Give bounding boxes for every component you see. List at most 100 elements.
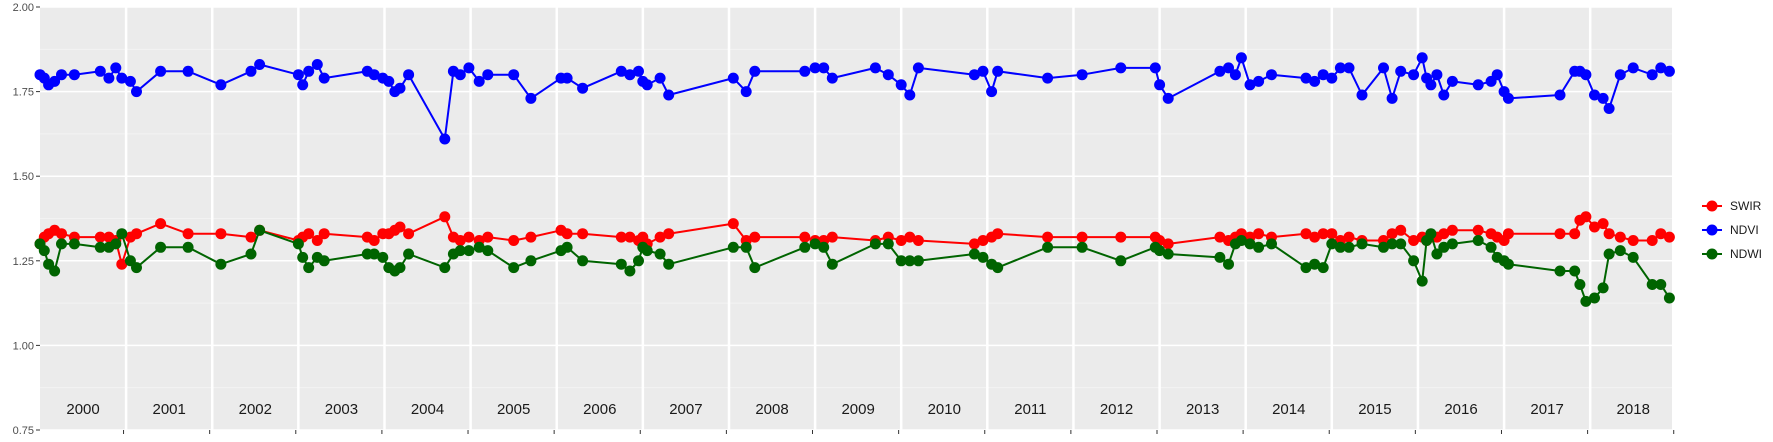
data-point [1395, 65, 1407, 77]
data-point [1115, 231, 1127, 243]
data-point [1663, 65, 1675, 77]
data-point [615, 258, 627, 270]
data-point [155, 241, 167, 253]
data-point [1395, 238, 1407, 250]
data-point [992, 65, 1004, 77]
data-point [1627, 251, 1639, 263]
data-point [615, 231, 627, 243]
data-point [912, 62, 924, 74]
data-point [508, 262, 520, 274]
data-point [992, 228, 1004, 240]
data-point [1646, 279, 1658, 290]
data-point [1569, 228, 1581, 240]
data-point [1309, 231, 1321, 243]
year-label: 2014 [1272, 401, 1305, 418]
data-point [245, 65, 257, 77]
data-point [215, 228, 227, 240]
data-point [311, 59, 323, 70]
data-point [403, 248, 415, 260]
data-point [1386, 228, 1398, 240]
data-point [1472, 79, 1484, 91]
data-point [368, 248, 380, 260]
data-point [1446, 75, 1458, 87]
data-point [977, 251, 989, 263]
data-point [394, 82, 406, 94]
data-point [1446, 224, 1458, 236]
data-point [633, 65, 644, 77]
data-point [439, 262, 451, 274]
data-point [1154, 79, 1166, 91]
data-point [155, 218, 167, 230]
data-point [577, 228, 589, 240]
data-point [1580, 69, 1592, 81]
data-point [1438, 241, 1450, 253]
data-point [1589, 221, 1600, 233]
year-label: 2013 [1186, 401, 1219, 418]
data-point [303, 228, 315, 240]
data-point [1162, 248, 1174, 260]
data-point [1438, 89, 1450, 101]
data-point [727, 72, 739, 84]
data-point [482, 69, 494, 81]
year-label: 2007 [669, 401, 702, 418]
series-ndvi [34, 52, 1675, 145]
data-point [1655, 279, 1667, 290]
data-point [318, 255, 330, 267]
data-point [215, 258, 227, 270]
data-point [1472, 224, 1484, 236]
data-point [1214, 251, 1226, 263]
data-point [624, 69, 636, 81]
data-point [1554, 89, 1566, 101]
legend-label: NDVI [1730, 223, 1759, 237]
data-point [1076, 69, 1088, 81]
data-point [624, 231, 636, 243]
data-point [1317, 262, 1329, 274]
data-point [1502, 92, 1514, 104]
legend-key-point [1706, 248, 1718, 260]
data-point [663, 89, 675, 101]
data-point [482, 245, 494, 257]
data-point [1042, 241, 1054, 253]
data-point [1115, 62, 1127, 74]
data-point [799, 231, 811, 243]
data-point [809, 62, 821, 74]
data-point [182, 65, 194, 77]
data-point [654, 231, 666, 243]
data-point [131, 228, 142, 240]
data-point [318, 228, 330, 240]
data-point [1431, 69, 1443, 81]
data-point [1214, 231, 1226, 243]
data-point [1614, 245, 1626, 257]
data-point [740, 86, 752, 98]
data-point [904, 89, 916, 101]
data-point [508, 69, 520, 81]
data-point [56, 228, 67, 240]
data-point [1646, 235, 1658, 246]
data-point [1603, 103, 1615, 114]
legend: SWIR NDVI NDWI [1702, 199, 1762, 261]
data-point [1223, 258, 1234, 270]
data-point [561, 228, 573, 240]
data-point [654, 72, 666, 84]
data-point [525, 92, 537, 104]
data-point [297, 79, 309, 91]
data-point [292, 238, 304, 250]
data-point [68, 69, 80, 81]
data-point [1589, 89, 1600, 101]
data-point [394, 221, 406, 233]
year-label: 2006 [583, 401, 616, 418]
data-point [473, 241, 485, 253]
data-point [1386, 92, 1398, 104]
data-point [615, 65, 627, 77]
data-point [977, 65, 989, 77]
data-point [818, 62, 830, 74]
data-point [439, 211, 451, 223]
data-point [292, 69, 304, 81]
data-point [1317, 69, 1329, 81]
data-point [577, 82, 589, 94]
year-label: 2011 [1014, 401, 1046, 418]
data-point [968, 238, 980, 250]
data-point [1378, 62, 1389, 74]
data-point [727, 241, 739, 253]
data-point [869, 62, 881, 74]
